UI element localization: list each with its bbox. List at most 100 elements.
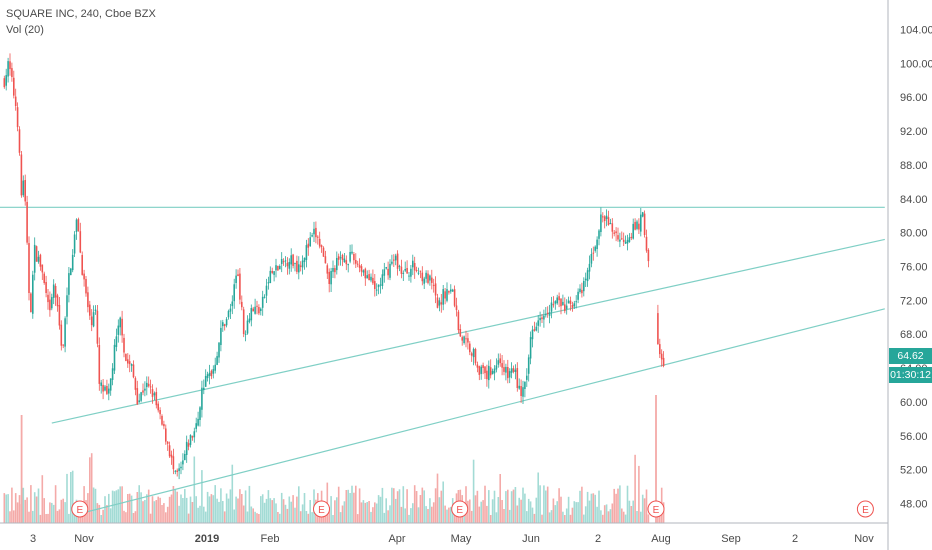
candle-body [484, 366, 486, 374]
symbol-title[interactable]: SQUARE INC, 240, Cboe BZX [6, 8, 156, 20]
earnings-marker[interactable]: E [451, 500, 469, 518]
volume-bar [527, 498, 530, 523]
volume-bar [51, 502, 53, 523]
earnings-marker[interactable]: E [313, 500, 330, 518]
candle-body [119, 317, 121, 328]
candle-body [134, 378, 137, 390]
candle-body [583, 281, 585, 292]
volume-bar [476, 490, 479, 523]
candle-body [153, 393, 156, 396]
volume-bar [533, 513, 536, 523]
volume-bar [619, 485, 621, 523]
volume-bar [400, 506, 403, 523]
candle-body [444, 291, 446, 299]
volume-bar [429, 498, 431, 523]
candle-body [351, 251, 353, 254]
candle-body [227, 311, 230, 318]
candle-body [438, 300, 441, 306]
volume-bar [254, 511, 256, 523]
price-axis[interactable]: 104.00 100.00 96.00 92.00 88.00 84.00 80.00 76.… [900, 25, 932, 511]
candle-body [387, 268, 389, 276]
volume-bar [474, 495, 477, 523]
candle-body [491, 371, 494, 375]
candle-body [79, 231, 82, 253]
candle-body [336, 258, 338, 271]
candle-body [522, 387, 524, 397]
volume-bar [18, 495, 21, 523]
candle-body [41, 264, 44, 273]
volume-bar [73, 513, 76, 523]
volume-bar [208, 496, 211, 523]
volume-bar [598, 490, 600, 523]
volume-bar [127, 494, 129, 523]
volume-bar [360, 502, 363, 523]
volume-indicator-title[interactable]: Vol (20) [6, 24, 44, 36]
volume-bar [119, 486, 121, 523]
candle-body [233, 284, 235, 302]
candle-body [58, 305, 61, 326]
candle-body [590, 254, 593, 264]
volume-bar [505, 491, 507, 523]
candle-body [94, 309, 97, 312]
volume-bar [43, 498, 45, 523]
candle-body [493, 368, 496, 374]
candle-body [174, 470, 177, 472]
candle-body [419, 270, 422, 272]
volume-bar [246, 511, 249, 523]
volume-bar [421, 487, 424, 523]
volume-bar [512, 489, 515, 523]
volume-bar [125, 512, 127, 523]
trend-line-lower-channel[interactable] [86, 308, 885, 513]
time-axis[interactable]: 3 Nov 2019 Feb Apr May Jun 2 Aug Sep 2 Nov [30, 533, 874, 545]
candle-body [328, 271, 330, 284]
volume-bar [529, 501, 532, 523]
volume-bar [425, 506, 427, 523]
candle-body [461, 337, 463, 341]
volume-bar [187, 513, 190, 523]
volume-bar [398, 489, 401, 523]
volume-bar [341, 505, 344, 523]
earnings-marker-label: E [76, 505, 83, 516]
volume-bar [64, 502, 66, 523]
volume-bar [311, 512, 313, 523]
volume-bar [657, 514, 659, 523]
volume-spike-bar [655, 395, 657, 523]
earnings-marker[interactable]: E [856, 500, 874, 518]
volume-bar [163, 503, 165, 523]
candle-body [512, 368, 515, 372]
candle-body [355, 260, 357, 264]
volume-bar [166, 506, 169, 523]
candle-body [470, 353, 473, 356]
candle-body [163, 424, 165, 427]
volume-bar [5, 494, 7, 523]
volume-bar [7, 494, 9, 523]
candle-body [132, 364, 135, 378]
volume-bar [628, 500, 631, 523]
candle-body [541, 317, 543, 320]
volume-bar [220, 488, 222, 523]
candle-body [571, 304, 574, 308]
trend-line-upper-channel[interactable] [51, 238, 885, 424]
candle-body [581, 289, 583, 294]
candle-body [478, 366, 481, 375]
candle-body [516, 368, 519, 388]
earnings-marker[interactable]: E [71, 500, 89, 518]
volume-bar [286, 508, 289, 523]
candle-body [45, 282, 47, 293]
candle-body [299, 265, 302, 267]
candle-body [524, 381, 526, 389]
price-tick-label: 104.00 [900, 25, 932, 37]
candle-body [75, 219, 78, 232]
candle-body [246, 320, 249, 334]
volume-bar [385, 498, 387, 523]
volume-bar [54, 485, 57, 523]
volume-bar [356, 514, 359, 523]
volume-bar [261, 494, 264, 523]
candle-body [111, 368, 114, 380]
candle-body [71, 254, 74, 271]
volume-bar [560, 496, 562, 523]
earnings-marker[interactable]: E [647, 500, 665, 518]
candle-body [288, 262, 291, 269]
candle-body [222, 322, 224, 327]
